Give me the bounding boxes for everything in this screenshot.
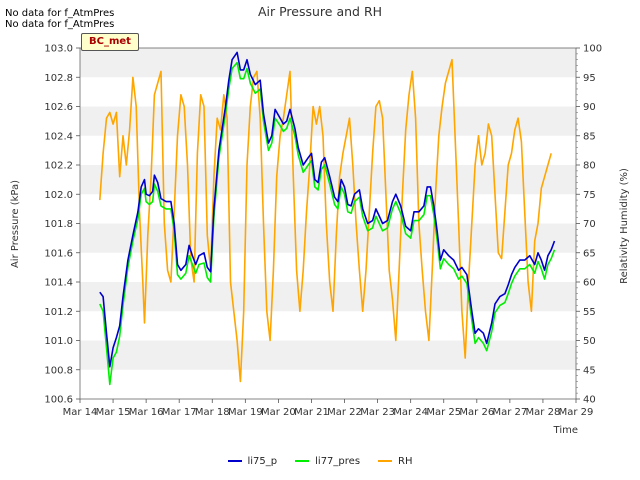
y-right-tick-label: 100: [583, 44, 602, 55]
site-badge: BC_met: [81, 33, 139, 51]
x-tick-label: Mar 25: [426, 407, 461, 418]
y-left-tick-label: 100.8: [44, 365, 73, 376]
x-tick-label: Mar 16: [129, 407, 164, 418]
series-layer: [99, 51, 556, 386]
x-tick-label: Mar 19: [228, 407, 263, 418]
legend-swatch-rh: [378, 460, 393, 462]
y-left-tick-label: 102.0: [44, 190, 73, 201]
y-right-tick-label: 90: [583, 102, 596, 113]
series-line-li75-p: [99, 51, 556, 368]
y-left-tick-label: 103.0: [44, 44, 73, 55]
x-tick-label: Mar 29: [559, 407, 594, 418]
y-right-tick-label: 95: [583, 73, 596, 84]
x-tick-label: Mar 15: [96, 407, 131, 418]
grid-band: [80, 48, 576, 78]
y-right-tick-label: 40: [583, 395, 596, 406]
x-axis-label: Time: [553, 425, 578, 436]
y-right-axis-ticks: 40 45 50 55 60 65 70 75 80 85 90 95 100: [576, 44, 602, 406]
x-tick-label: Mar 27: [492, 407, 527, 418]
y-right-tick-label: 70: [583, 219, 596, 230]
y-left-axis-ticks: 100.6 100.8 101.0 101.2 101.4 101.6 101.8 102.0…: [44, 44, 80, 406]
y-right-tick-label: 55: [583, 307, 596, 318]
y-right-axis-label: Relativity Humidity (%): [619, 168, 630, 284]
x-tick-label: Mar 17: [162, 407, 197, 418]
y-left-tick-label: 101.4: [44, 278, 73, 289]
legend-swatch-li75-p: [227, 460, 242, 462]
y-left-tick-label: 100.6: [44, 395, 73, 406]
no-data-note-1: No data for f_AtmPres: [5, 8, 115, 19]
series-line-li77-pres: [99, 61, 556, 386]
legend-item-li77-pres: li77_pres: [295, 456, 360, 467]
x-tick-label: Mar 23: [360, 407, 395, 418]
y-right-tick-label: 75: [583, 190, 596, 201]
grid-band: [80, 340, 576, 370]
y-left-tick-label: 101.6: [44, 248, 73, 259]
y-left-tick-label: 102.2: [44, 161, 73, 172]
x-tick-label: Mar 14: [63, 407, 98, 418]
legend-label-li75-p: li75_p: [247, 455, 278, 467]
y-right-tick-label: 80: [583, 161, 596, 172]
legend-item-rh: RH: [378, 455, 413, 467]
x-tick-label: Mar 20: [261, 407, 296, 418]
legend: li75_p li77_pres RH: [0, 453, 640, 469]
x-tick-label: Mar 22: [327, 407, 362, 418]
grid-band: [80, 282, 576, 312]
legend-swatch-li77-pres: [295, 460, 310, 462]
x-tick-label: Mar 28: [526, 407, 561, 418]
y-left-tick-label: 102.8: [44, 73, 73, 84]
x-tick-label: Mar 24: [393, 407, 428, 418]
x-tick-label: Mar 21: [294, 407, 329, 418]
y-left-tick-label: 101.2: [44, 307, 73, 318]
no-data-note-2: No data for f_AtmPres: [5, 19, 115, 30]
y-right-tick-label: 45: [583, 365, 596, 376]
legend-item-li75-p: li75_p: [227, 455, 278, 467]
y-left-tick-label: 101.0: [44, 336, 73, 347]
legend-label-li77-pres: li77_pres: [315, 455, 361, 467]
y-right-tick-label: 85: [583, 131, 596, 142]
y-left-axis-label: Air Pressure (kPa): [10, 180, 21, 268]
y-left-tick-label: 102.6: [44, 102, 73, 113]
y-right-tick-label: 65: [583, 248, 596, 259]
x-tick-label: Mar 18: [195, 407, 230, 418]
legend-label-rh: RH: [398, 455, 413, 467]
chart-title: Air Pressure and RH: [258, 4, 382, 19]
y-right-tick-label: 50: [583, 336, 596, 347]
x-tick-label: Mar 26: [459, 407, 494, 418]
y-left-tick-label: 101.8: [44, 219, 73, 230]
y-right-tick-label: 60: [583, 278, 596, 289]
y-left-tick-label: 102.4: [44, 131, 73, 142]
